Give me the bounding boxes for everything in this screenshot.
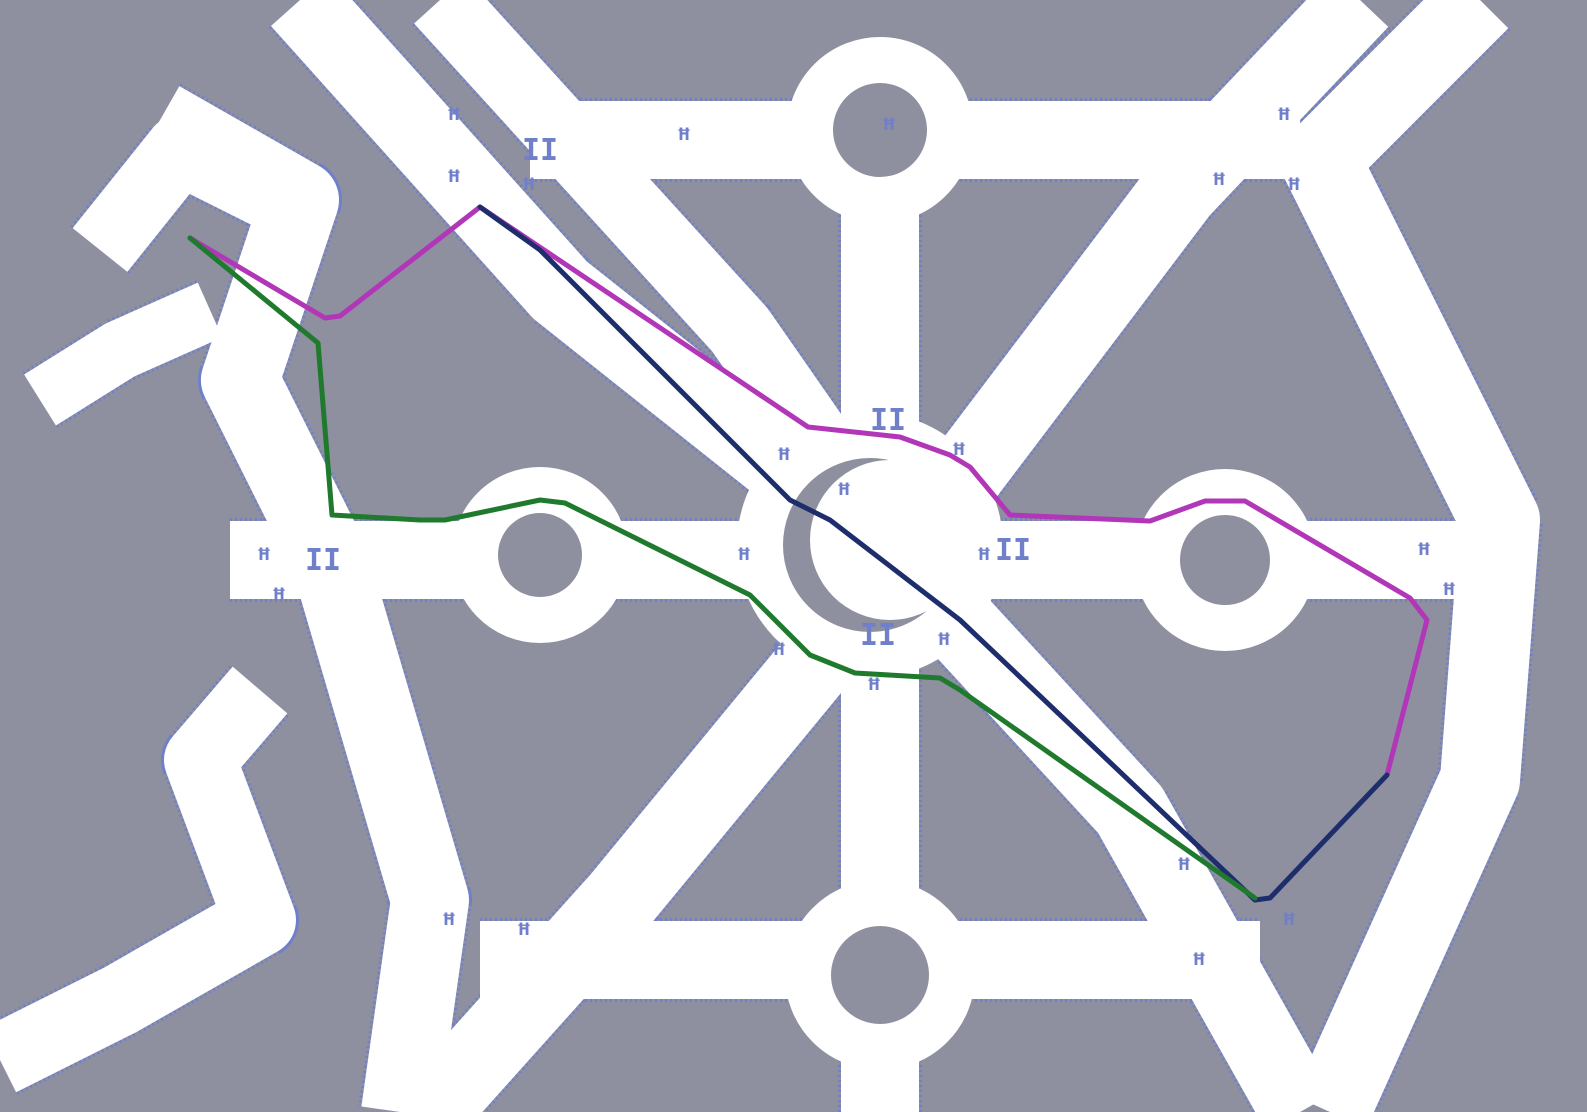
glyph-marker: ꟸ (735, 543, 753, 578)
glyph-marker: ꟸ (675, 123, 693, 158)
roundabout-1 (452, 467, 628, 643)
glyph-marker: ꟸ (255, 543, 273, 578)
glyph-marker: ꟸ (440, 908, 458, 943)
glyph-marker: ꟸ (1440, 578, 1458, 613)
glyph-marker: ꟸ (1285, 173, 1303, 208)
glyph-marker: ꟸ (1210, 168, 1228, 203)
road-network (0, 0, 1540, 1112)
glyph-marker: ꟸ (1275, 103, 1293, 138)
route-navy[interactable] (477, 204, 1390, 903)
glyph-marker: ꟸ (1415, 538, 1433, 573)
glyph-marker: II (995, 533, 1031, 568)
roundabout-3 (785, 880, 975, 1070)
glyph-marker: ꟸ (1280, 908, 1298, 943)
glyph-marker: II (305, 543, 341, 578)
glyph-marker: II (522, 133, 558, 168)
glyph-marker: ꟸ (835, 478, 853, 513)
glyph-marker: ꟸ (445, 103, 463, 138)
glyph-marker: ꟸ (935, 628, 953, 663)
glyph-marker: ꟸ (975, 543, 993, 578)
glyph-marker: ꟸ (270, 583, 288, 618)
road-7 (72, 115, 296, 272)
road-3 (1280, 0, 1540, 1112)
glyph-marker: ꟸ (775, 443, 793, 478)
glyph-marker: ꟸ (770, 638, 788, 673)
road-6 (24, 282, 223, 426)
glyph-marker: ꟸ (445, 165, 463, 200)
glyph-marker: ꟸ (1175, 853, 1193, 888)
road-5 (0, 666, 296, 1093)
glyph-marker: II (860, 618, 896, 653)
central-island (810, 460, 970, 620)
glyph-marker: ꟸ (880, 113, 898, 148)
roundabout-2 (1134, 469, 1316, 651)
glyph-marker: ꟸ (865, 673, 883, 708)
roundabout-0 (787, 37, 973, 223)
glyph-marker: ꟸ (520, 173, 538, 208)
glyph-marker: ꟸ (1190, 948, 1208, 983)
glyph-marker: ꟸ (515, 918, 533, 953)
route-green[interactable] (187, 235, 1258, 901)
route-magenta[interactable] (187, 204, 1430, 778)
